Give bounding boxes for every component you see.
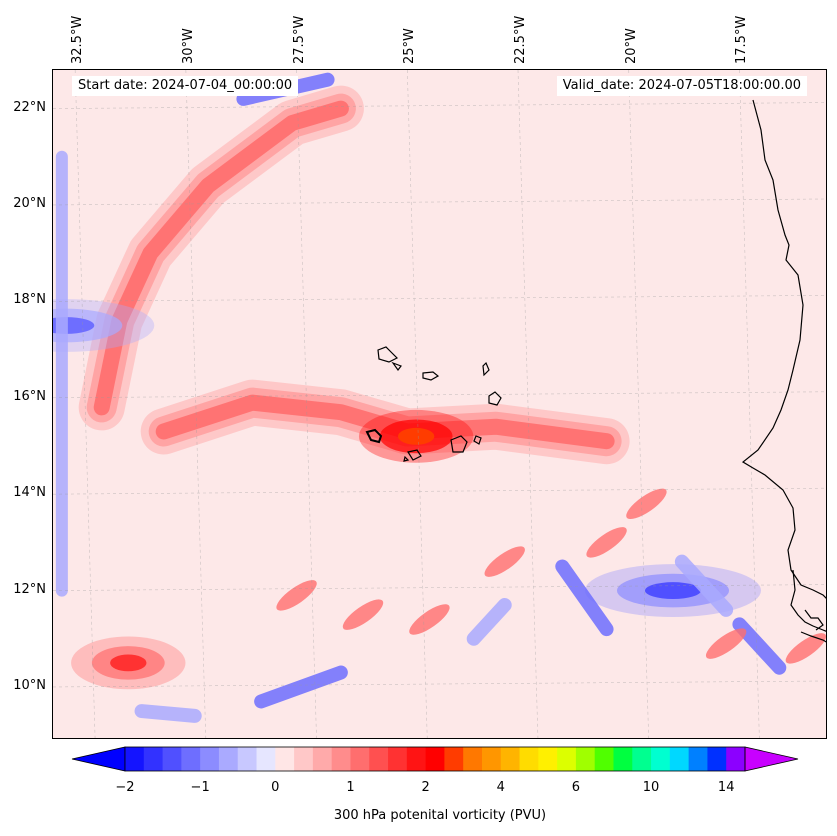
colorbar-tick-label: −1 [190,780,210,795]
colorbar-swatch [444,747,464,771]
colorbar-tick-label: 2 [421,780,430,795]
colorbar-tick-label: −2 [115,780,135,795]
africa-coastline [741,99,826,599]
colorbar-swatch [275,747,295,771]
colorbar-swatch [669,747,690,771]
colorbar [71,746,799,772]
lon-tick-label: 27.5°W [291,15,307,64]
colorbar-swatch [651,747,671,771]
lat-tick-label: 18°N [13,292,46,308]
pv-feature-3 [110,654,147,672]
lon-gridline [406,70,428,738]
lon-tick-label: 25°W [402,28,418,64]
colorbar-swatch [406,747,427,771]
colorbar-under-arrow [71,746,126,772]
pv-field [53,70,826,738]
colorbar-over-arrow [744,746,799,772]
lon-tick-label: 22.5°W [513,15,528,64]
colorbar-swatch [726,747,746,771]
colorbar-swatch [294,747,314,771]
colorbar-tick-label: 0 [271,780,280,795]
lon-gridline [74,70,96,738]
colorbar-tick-label: 10 [642,780,660,795]
colorbar-swatch [632,747,652,771]
positive-pv-streak [785,633,826,664]
lon-gridline [517,70,539,738]
colorbar-swatch [162,747,182,771]
colorbar-swatch [237,747,258,771]
lat-tick-label: 22°N [13,99,46,115]
colorbar-swatch [200,747,220,771]
positive-pv-streak [342,599,384,630]
colorbar-swatch [463,747,483,771]
start-date-label: Start date: 2024-07-04_00:00:00 [72,76,299,96]
colorbar-swatch [218,747,239,771]
valid-date-label: Valid_date: 2024-07-05T18:00:00.00 [556,76,807,96]
negative-pv-streak [254,665,348,709]
lon-tick-label: 17.5°W [734,15,750,64]
colorbar-swatch [256,747,276,771]
lat-tick-label: 20°N [13,195,46,211]
colorbar-swatch [688,747,708,771]
lon-tick-label: 30°W [180,28,196,64]
lon-gridline [739,70,760,738]
colorbar-swatch [538,747,558,771]
colorbar-tick-label: 6 [571,780,581,795]
negative-pv-streak [555,559,614,637]
colorbar-swatch [575,747,596,771]
colorbar-swatch [481,747,502,771]
lon-gridline [185,70,207,738]
lat-tick-label: 16°N [13,388,46,404]
lat-tick-label: 12°N [13,581,46,597]
colorbar-swatch [143,747,164,771]
colorbar-tick-label: 14 [717,780,735,795]
colorbar-swatch [707,747,727,771]
positive-pv-streak [276,580,317,611]
colorbar-swatch [125,747,145,771]
lon-tick-label: 32.5°W [70,15,86,64]
colorbar-label: 300 hPa potenital vorticity (PVU) [333,808,547,823]
senegal-coast [790,569,826,632]
positive-pv-streak [484,546,525,577]
colorbar-tick-label: 4 [496,780,505,795]
pv-feature-5 [645,582,701,599]
lon-gridline [628,70,649,738]
lon-gridline [296,70,317,738]
colorbar-swatch [331,747,351,771]
pv-feature-0 [93,100,349,416]
colorbar-swatch [613,747,633,771]
colorbar-swatch [425,747,445,771]
colorbar-swatch [388,747,408,771]
colorbar-swatch [519,747,539,771]
positive-pv-streak [409,604,450,635]
positive-pv-streak [586,527,627,558]
negative-pv-streak [466,598,512,646]
pv-feature-1 [155,394,615,450]
colorbar-swatch [557,747,577,771]
colorbar-swatch [369,747,389,771]
negative-pv-streak [134,704,202,723]
lon-tick-label: 20°W [623,28,639,64]
lat-tick-label: 14°N [13,485,46,501]
colorbar-swatch [181,747,201,771]
cape-verde-island [365,428,383,444]
positive-pv-streak [626,488,667,520]
colorbar-swatch [350,747,370,771]
pv-feature-2 [397,427,435,445]
map-plot-area [52,69,827,739]
positive-pv-streak [705,628,747,659]
colorbar-swatch [500,747,521,771]
negative-pv-streak [674,554,734,617]
lat-tick-label: 10°N [13,677,46,693]
colorbar-swatch [594,747,614,771]
colorbar-swatch [312,747,333,771]
colorbar-tick-label: 1 [346,780,355,795]
